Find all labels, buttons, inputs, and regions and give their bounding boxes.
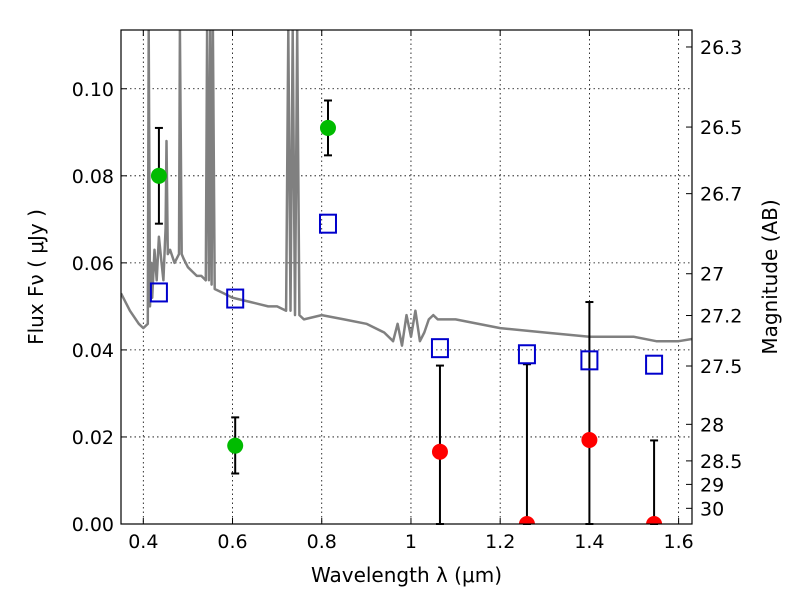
plot-frame [120, 29, 693, 525]
mag-tick-label: 29 [700, 474, 724, 496]
model-sed-line [121, 30, 692, 347]
data-point [518, 516, 535, 524]
model-square [430, 338, 449, 359]
axis-ticks [121, 30, 692, 525]
mag-tick-label: 28.5 [700, 451, 742, 473]
y-tick-label: 0.04 [72, 340, 114, 362]
sed-line-path [121, 30, 692, 347]
data-point [646, 516, 663, 524]
y-tick-label: 0.08 [72, 166, 114, 188]
x-axis-label: Wavelength λ (μm) [311, 563, 502, 587]
data-point [581, 431, 598, 448]
model-square [318, 213, 337, 234]
data-markers [149, 119, 664, 524]
y-tick-label: 0.02 [72, 427, 114, 449]
y-tick-label: 0.00 [72, 514, 114, 536]
y2-axis-label: Magnitude (AB) [758, 199, 782, 354]
data-point [227, 437, 244, 454]
mag-tick-label: 26.7 [700, 184, 742, 206]
model-square [517, 344, 536, 365]
model-square [226, 288, 245, 309]
data-point [431, 443, 448, 460]
mag-tick-label: 27.2 [700, 306, 742, 328]
mag-tick-label: 30 [700, 498, 724, 520]
model-square [149, 282, 168, 303]
y-tick-label: 0.10 [72, 79, 114, 101]
tick-labels: 0.4 0.6 0.8 1 1.2 1.4 1.6 0.00 0.02 0.04 0.06 0.08 0… [72, 37, 743, 553]
x-tick-label: 1.4 [574, 531, 604, 553]
x-tick-label: 0.8 [307, 531, 337, 553]
model-square [580, 350, 599, 371]
model-square [645, 354, 664, 375]
data-point [319, 119, 336, 136]
mag-tick-label: 28 [700, 414, 724, 436]
x-tick-label: 1 [405, 531, 417, 553]
mag-tick-label: 26.3 [700, 37, 742, 59]
x-tick-label: 1.6 [664, 531, 694, 553]
x-tick-label: 0.6 [217, 531, 247, 553]
mag-tick-label: 27.5 [700, 356, 742, 378]
x-tick-label: 0.4 [128, 531, 158, 553]
error-bars [154, 99, 659, 525]
y-tick-label: 0.06 [72, 253, 114, 275]
mag-tick-label: 27 [700, 264, 724, 286]
y-axis-label: Flux Fν ( μJy ) [24, 209, 48, 345]
data-point [150, 167, 167, 184]
x-tick-label: 1.2 [485, 531, 515, 553]
mag-tick-label: 26.5 [700, 117, 742, 139]
